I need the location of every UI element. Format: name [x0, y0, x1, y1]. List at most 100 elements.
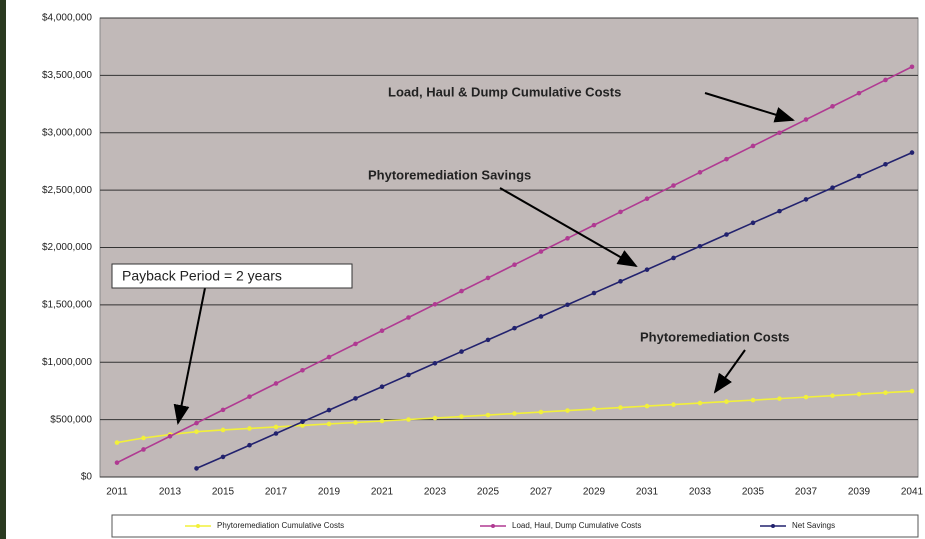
data-point [538, 409, 544, 415]
annotation-box [111, 263, 353, 289]
legend-label: Load, Haul, Dump Cumulative Costs [512, 521, 641, 530]
data-point [565, 302, 570, 308]
data-point [538, 314, 544, 319]
data-point [326, 407, 332, 413]
data-point [883, 390, 888, 395]
x-tick-label: 2017 [265, 487, 288, 498]
data-point [432, 360, 438, 366]
legend [111, 514, 919, 538]
data-point [220, 407, 226, 413]
data-point [353, 420, 358, 425]
data-point [883, 162, 888, 167]
x-tick-label: 2039 [848, 487, 871, 498]
data-point [485, 275, 491, 281]
data-point [432, 415, 438, 421]
data-point [220, 427, 226, 433]
legend-label: Phytoremediation Cumulative Costs [217, 521, 344, 530]
data-point [512, 411, 517, 416]
data-point [618, 279, 623, 284]
data-point [671, 402, 676, 407]
data-point [459, 414, 464, 419]
data-point [830, 104, 835, 109]
legend-label: Net Savings [792, 521, 835, 530]
legend-marker [491, 524, 495, 528]
legend-marker [196, 524, 200, 528]
data-point [538, 249, 544, 254]
data-point [194, 420, 199, 426]
data-point [724, 156, 729, 162]
data-point [777, 208, 782, 214]
data-point [141, 447, 146, 452]
data-point [724, 399, 729, 404]
data-point [750, 220, 756, 226]
data-point [697, 170, 703, 175]
annotation: Phytoremediation Savings [368, 167, 531, 182]
data-point [777, 396, 782, 401]
x-tick-label: 2041 [901, 487, 924, 498]
annotation: Load, Haul & Dump Cumulative Costs [388, 84, 621, 99]
data-point [591, 290, 597, 296]
data-point [114, 460, 120, 465]
photo-edge [0, 0, 6, 539]
data-point [644, 403, 650, 409]
data-point [777, 130, 782, 136]
data-point [326, 421, 332, 427]
data-point [591, 406, 597, 412]
data-point [803, 197, 809, 202]
data-point [300, 367, 305, 373]
x-tick-label: 2027 [530, 487, 553, 498]
data-point [273, 431, 279, 436]
data-point [406, 417, 411, 422]
data-point [300, 423, 305, 428]
data-point [247, 394, 252, 399]
x-tick-label: 2011 [106, 487, 128, 498]
data-point [856, 90, 862, 96]
data-point [856, 391, 862, 397]
data-point [671, 183, 676, 188]
legend-marker [771, 524, 775, 528]
data-point [565, 408, 570, 413]
data-point [353, 396, 358, 401]
y-tick-label: $1,000,000 [42, 357, 92, 368]
x-tick-label: 2037 [795, 487, 818, 498]
data-point [247, 442, 252, 448]
x-tick-label: 2031 [636, 487, 659, 498]
data-point [379, 328, 385, 333]
data-point [724, 232, 729, 237]
data-point [512, 262, 517, 268]
data-point [406, 315, 411, 320]
data-point [379, 384, 385, 389]
data-point [167, 433, 173, 439]
x-tick-label: 2033 [689, 487, 712, 498]
data-point [883, 77, 888, 83]
data-point [803, 394, 809, 400]
y-tick-label: $3,500,000 [42, 70, 92, 81]
data-point [512, 325, 517, 331]
data-point [194, 466, 199, 471]
data-point [803, 117, 809, 122]
data-point [432, 302, 438, 307]
x-tick-label: 2035 [742, 487, 765, 498]
data-point [114, 440, 120, 445]
data-point [353, 341, 358, 347]
data-point [485, 412, 491, 418]
y-tick-label: $2,000,000 [42, 242, 92, 253]
x-tick-label: 2013 [159, 487, 182, 498]
x-tick-label: 2019 [318, 487, 341, 498]
data-point [909, 64, 915, 70]
data-point [379, 418, 385, 424]
arrow [499, 187, 638, 267]
x-tick-label: 2029 [583, 487, 606, 498]
data-point [697, 243, 703, 249]
data-point [697, 400, 703, 406]
data-point [459, 288, 464, 294]
data-point [326, 354, 332, 360]
arrow [704, 92, 795, 123]
data-point [644, 196, 650, 202]
data-point [909, 150, 915, 155]
y-tick-label: $0 [81, 472, 93, 483]
data-point [273, 424, 279, 430]
series-line [196, 151, 913, 470]
data-point [194, 429, 199, 434]
y-tick-label: $4,000,000 [42, 13, 92, 24]
